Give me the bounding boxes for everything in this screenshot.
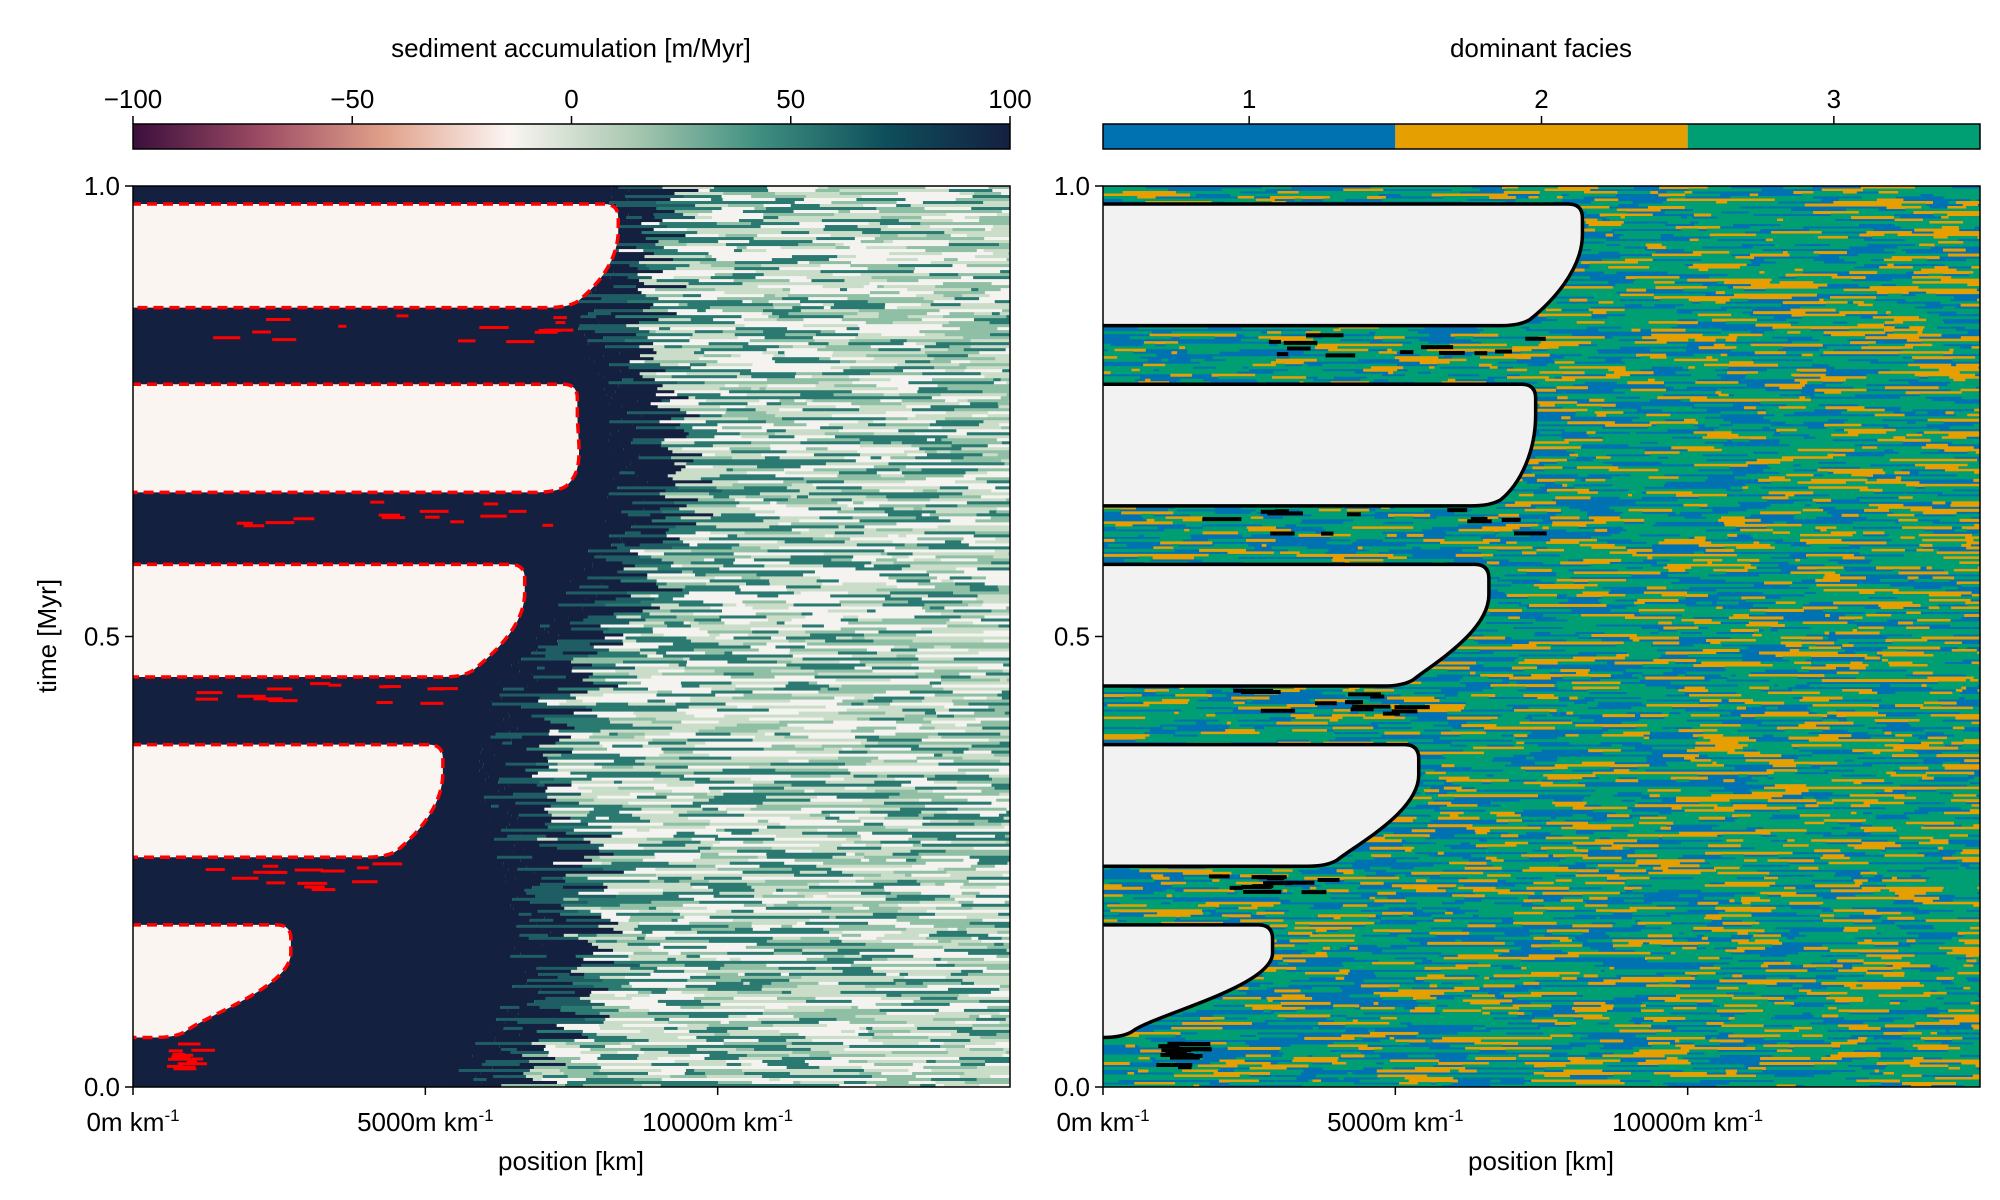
left-hiatus-band [133,204,619,308]
right-x-tick-label: 5000m km-1 [1327,1106,1464,1137]
left-hiatus-regions [133,202,621,1071]
facies-1-swatch [1103,124,1396,149]
left-hiatus-outline [133,562,527,679]
left-colorbar-bar [132,123,1011,150]
left-heatmap-panel: 0.0 0.5 1.0 0m km-1 5000m km-1 10000m km-1 p… [32,171,1011,1176]
right-x-ticks: 0m km-1 5000m km-1 10000m km-1 [1056,1087,1763,1137]
right-y-tick-label: 0.0 [1054,1072,1090,1102]
left-hiatus-band [133,744,443,858]
left-y-tick-label: 1.0 [84,171,120,201]
right-y-tick-label: 0.5 [1054,622,1090,652]
left-x-ticks: 0m km-1 5000m km-1 10000m km-1 [86,1087,793,1137]
left-colorbar: sediment accumulation [m/Myr] −100 −50 0 50… [104,33,1032,150]
left-hiatus-outline [133,202,621,310]
right-colorbar-tick-label: 1 [1242,84,1256,114]
left-colorbar-label: sediment accumulation [m/Myr] [391,33,751,63]
left-colorbar-tick-label: −100 [104,84,163,114]
right-hiatus-regions [1103,202,1585,1070]
left-colorbar-tick-label: 100 [988,84,1031,114]
left-y-axis-label: time [Myr] [32,579,62,693]
right-hiatus-band [1103,923,1275,1040]
left-colorbar-tick-label: −50 [330,84,374,114]
left-hiatus-band [133,924,291,1038]
right-hiatus-band [1103,382,1538,508]
left-x-axis-label: position [km] [498,1146,644,1176]
right-hiatus-band [1103,742,1421,869]
right-colorbar-segments [1103,124,1980,149]
left-x-tick-label: 0m km-1 [86,1106,179,1137]
right-colorbar-ticks: 1 2 3 [1242,84,1841,124]
left-y-tick-label: 0.5 [84,622,120,652]
right-colorbar-tick-label: 2 [1534,84,1548,114]
right-y-ticks: 0.0 0.5 1.0 [1054,171,1103,1102]
right-x-tick-label: 0m km-1 [1056,1106,1149,1137]
right-colorbar: dominant facies 1 2 3 [1102,33,1981,150]
right-colorbar-tick-label: 3 [1827,84,1841,114]
left-hiatus-band [133,384,579,493]
facies-3-swatch [1687,124,1980,149]
right-x-tick-label: 10000m km-1 [1612,1106,1763,1137]
right-x-axis-label: position [km] [1468,1146,1614,1176]
left-hiatus-outline [133,742,445,859]
left-hiatus-outline [133,923,293,1040]
left-y-ticks: 0.0 0.5 1.0 [84,171,133,1102]
left-hiatus-band [133,564,525,678]
left-y-tick-label: 0.0 [84,1072,120,1102]
right-colorbar-label: dominant facies [1450,33,1632,63]
left-colorbar-ticks: −100 −50 0 50 100 [104,84,1032,124]
right-y-tick-label: 1.0 [1054,171,1090,201]
right-hiatus-band [1103,202,1585,328]
left-x-tick-label: 5000m km-1 [357,1106,494,1137]
right-hiatus-band [1103,562,1491,688]
facies-2-swatch [1395,124,1688,149]
right-heatmap-panel: 0.0 0.5 1.0 0m km-1 5000m km-1 10000m km-1 p… [1054,171,1981,1176]
left-hiatus-outline [133,382,581,495]
left-colorbar-tick-label: 0 [564,84,578,114]
left-colorbar-tick-label: 50 [776,84,805,114]
left-x-tick-label: 10000m km-1 [642,1106,793,1137]
